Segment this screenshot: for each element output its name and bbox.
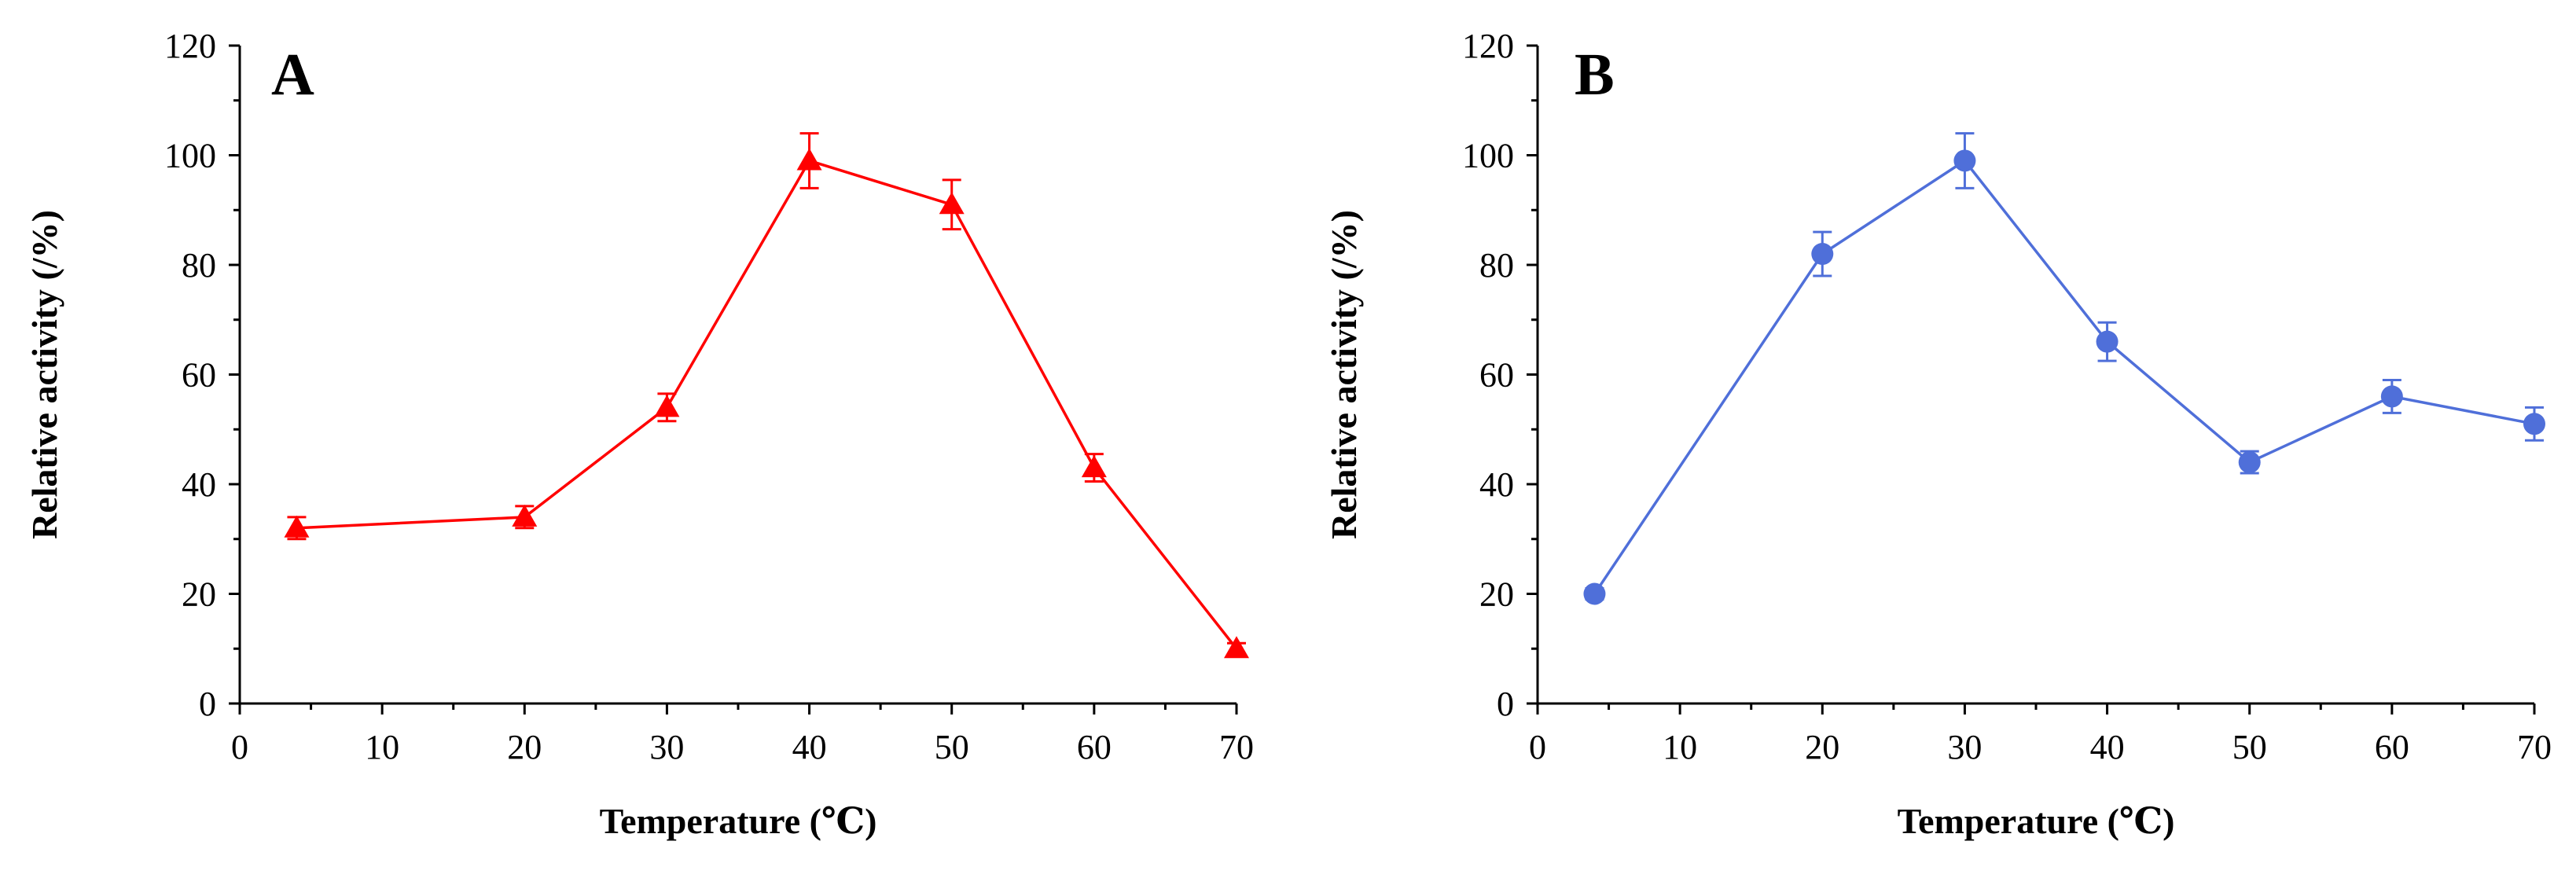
panel-a: 0 20 40 60 80 100 120 0 10 20 30 40 50 60 70 Temperatur…	[24, 27, 1254, 841]
y-tick-label: 80	[1479, 246, 1514, 285]
y-tick-label: 20	[182, 575, 216, 614]
x-axis-title: Temperature (℃)	[1898, 801, 2175, 841]
panel-label: A	[271, 42, 314, 108]
x-tick-label: 50	[935, 728, 969, 766]
y-tick-label: 0	[1497, 685, 1514, 723]
y-tick-label: 60	[1479, 356, 1514, 395]
x-tick-label: 20	[507, 728, 542, 766]
data-point	[1811, 243, 1834, 266]
y-tick-label: 120	[164, 27, 216, 65]
x-tick-label: 0	[231, 728, 248, 766]
x-tick-label: 10	[1663, 728, 1697, 766]
y-tick-label: 20	[1479, 575, 1514, 614]
x-tick-label: 70	[2517, 728, 2552, 766]
x-tick-label: 40	[792, 728, 827, 766]
data-point	[2380, 385, 2403, 408]
y-tick-label: 0	[199, 685, 216, 723]
data-point	[1583, 582, 1606, 605]
x-tick-label: 10	[365, 728, 399, 766]
y-axis-title: Relative activity (/%)	[1324, 210, 1364, 539]
data-point	[2238, 451, 2261, 474]
data-point	[1953, 149, 1976, 172]
x-tick-label: 60	[1077, 728, 1112, 766]
x-tick-label: 20	[1805, 728, 1839, 766]
x-tick-label: 30	[649, 728, 684, 766]
y-axis-title: Relative activity (/%)	[24, 210, 64, 539]
panel-b: 0 20 40 60 80 100 120 0 10 20 30 40 50 60 70 Temperatur…	[1324, 27, 2552, 841]
y-tick-label: 100	[164, 137, 216, 175]
data-point	[939, 192, 965, 215]
x-tick-label: 70	[1219, 728, 1254, 766]
x-tick-label: 30	[1947, 728, 1982, 766]
data-point	[1224, 636, 1249, 659]
x-axis-title: Temperature (℃)	[600, 801, 877, 841]
x-tick-label: 50	[2232, 728, 2267, 766]
y-tick-label: 120	[1462, 27, 1514, 65]
series-line	[296, 159, 1238, 650]
x-tick-label: 60	[2375, 728, 2409, 766]
y-tick-label: 60	[182, 356, 216, 395]
data-point	[284, 515, 310, 538]
data-point	[654, 395, 680, 417]
series-line	[1593, 159, 2535, 595]
data-point	[796, 148, 822, 171]
data-point	[2523, 413, 2545, 435]
data-point	[2096, 330, 2118, 353]
panel-label: B	[1575, 42, 1615, 108]
x-tick-label: 40	[2090, 728, 2125, 766]
data-point	[1081, 455, 1107, 478]
y-tick-label: 100	[1462, 137, 1514, 175]
y-tick-label: 40	[182, 465, 216, 504]
y-tick-label: 80	[182, 246, 216, 285]
x-tick-label: 0	[1529, 728, 1546, 766]
data-point	[512, 504, 538, 527]
y-tick-label: 40	[1479, 465, 1514, 504]
